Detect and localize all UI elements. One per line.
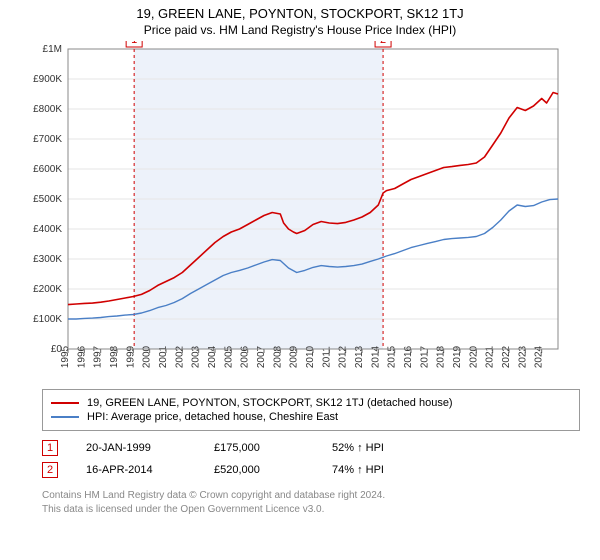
chart-title-address: 19, GREEN LANE, POYNTON, STOCKPORT, SK12… bbox=[0, 6, 600, 23]
event-delta: 74% ↑ HPI bbox=[332, 464, 384, 476]
svg-text:1: 1 bbox=[131, 41, 137, 46]
events-table: 1 20-JAN-1999 £175,000 52% ↑ HPI 2 16-AP… bbox=[42, 437, 580, 481]
event-price: £520,000 bbox=[214, 464, 304, 476]
legend-label: 19, GREEN LANE, POYNTON, STOCKPORT, SK12… bbox=[87, 397, 453, 409]
svg-text:2: 2 bbox=[380, 41, 386, 46]
footer-line2: This data is licensed under the Open Gov… bbox=[42, 503, 580, 517]
event-date: 20-JAN-1999 bbox=[86, 442, 186, 454]
legend-item: HPI: Average price, detached house, Ches… bbox=[51, 410, 571, 424]
event-price: £175,000 bbox=[214, 442, 304, 454]
chart: £0£100K£200K£300K£400K£500K£600K£700K£80… bbox=[20, 41, 580, 381]
svg-text:£100K: £100K bbox=[33, 314, 62, 325]
svg-text:£400K: £400K bbox=[33, 224, 62, 235]
svg-text:£600K: £600K bbox=[33, 164, 62, 175]
event-row: 2 16-APR-2014 £520,000 74% ↑ HPI bbox=[42, 459, 580, 481]
legend-label: HPI: Average price, detached house, Ches… bbox=[87, 411, 338, 423]
svg-text:£800K: £800K bbox=[33, 104, 62, 115]
svg-text:£1M: £1M bbox=[43, 44, 62, 55]
chart-subtitle: Price paid vs. HM Land Registry's House … bbox=[0, 23, 600, 41]
svg-text:£900K: £900K bbox=[33, 74, 62, 85]
event-marker: 1 bbox=[42, 440, 58, 456]
legend-swatch bbox=[51, 402, 79, 404]
chart-svg: £0£100K£200K£300K£400K£500K£600K£700K£80… bbox=[20, 41, 580, 381]
event-row: 1 20-JAN-1999 £175,000 52% ↑ HPI bbox=[42, 437, 580, 459]
footer: Contains HM Land Registry data © Crown c… bbox=[42, 489, 580, 516]
svg-text:£300K: £300K bbox=[33, 254, 62, 265]
event-delta: 52% ↑ HPI bbox=[332, 442, 384, 454]
event-date: 16-APR-2014 bbox=[86, 464, 186, 476]
footer-line1: Contains HM Land Registry data © Crown c… bbox=[42, 489, 580, 503]
legend-swatch bbox=[51, 416, 79, 418]
svg-text:£700K: £700K bbox=[33, 134, 62, 145]
svg-text:£200K: £200K bbox=[33, 284, 62, 295]
event-marker: 2 bbox=[42, 462, 58, 478]
legend-item: 19, GREEN LANE, POYNTON, STOCKPORT, SK12… bbox=[51, 396, 571, 410]
svg-text:£500K: £500K bbox=[33, 194, 62, 205]
legend: 19, GREEN LANE, POYNTON, STOCKPORT, SK12… bbox=[42, 389, 580, 431]
